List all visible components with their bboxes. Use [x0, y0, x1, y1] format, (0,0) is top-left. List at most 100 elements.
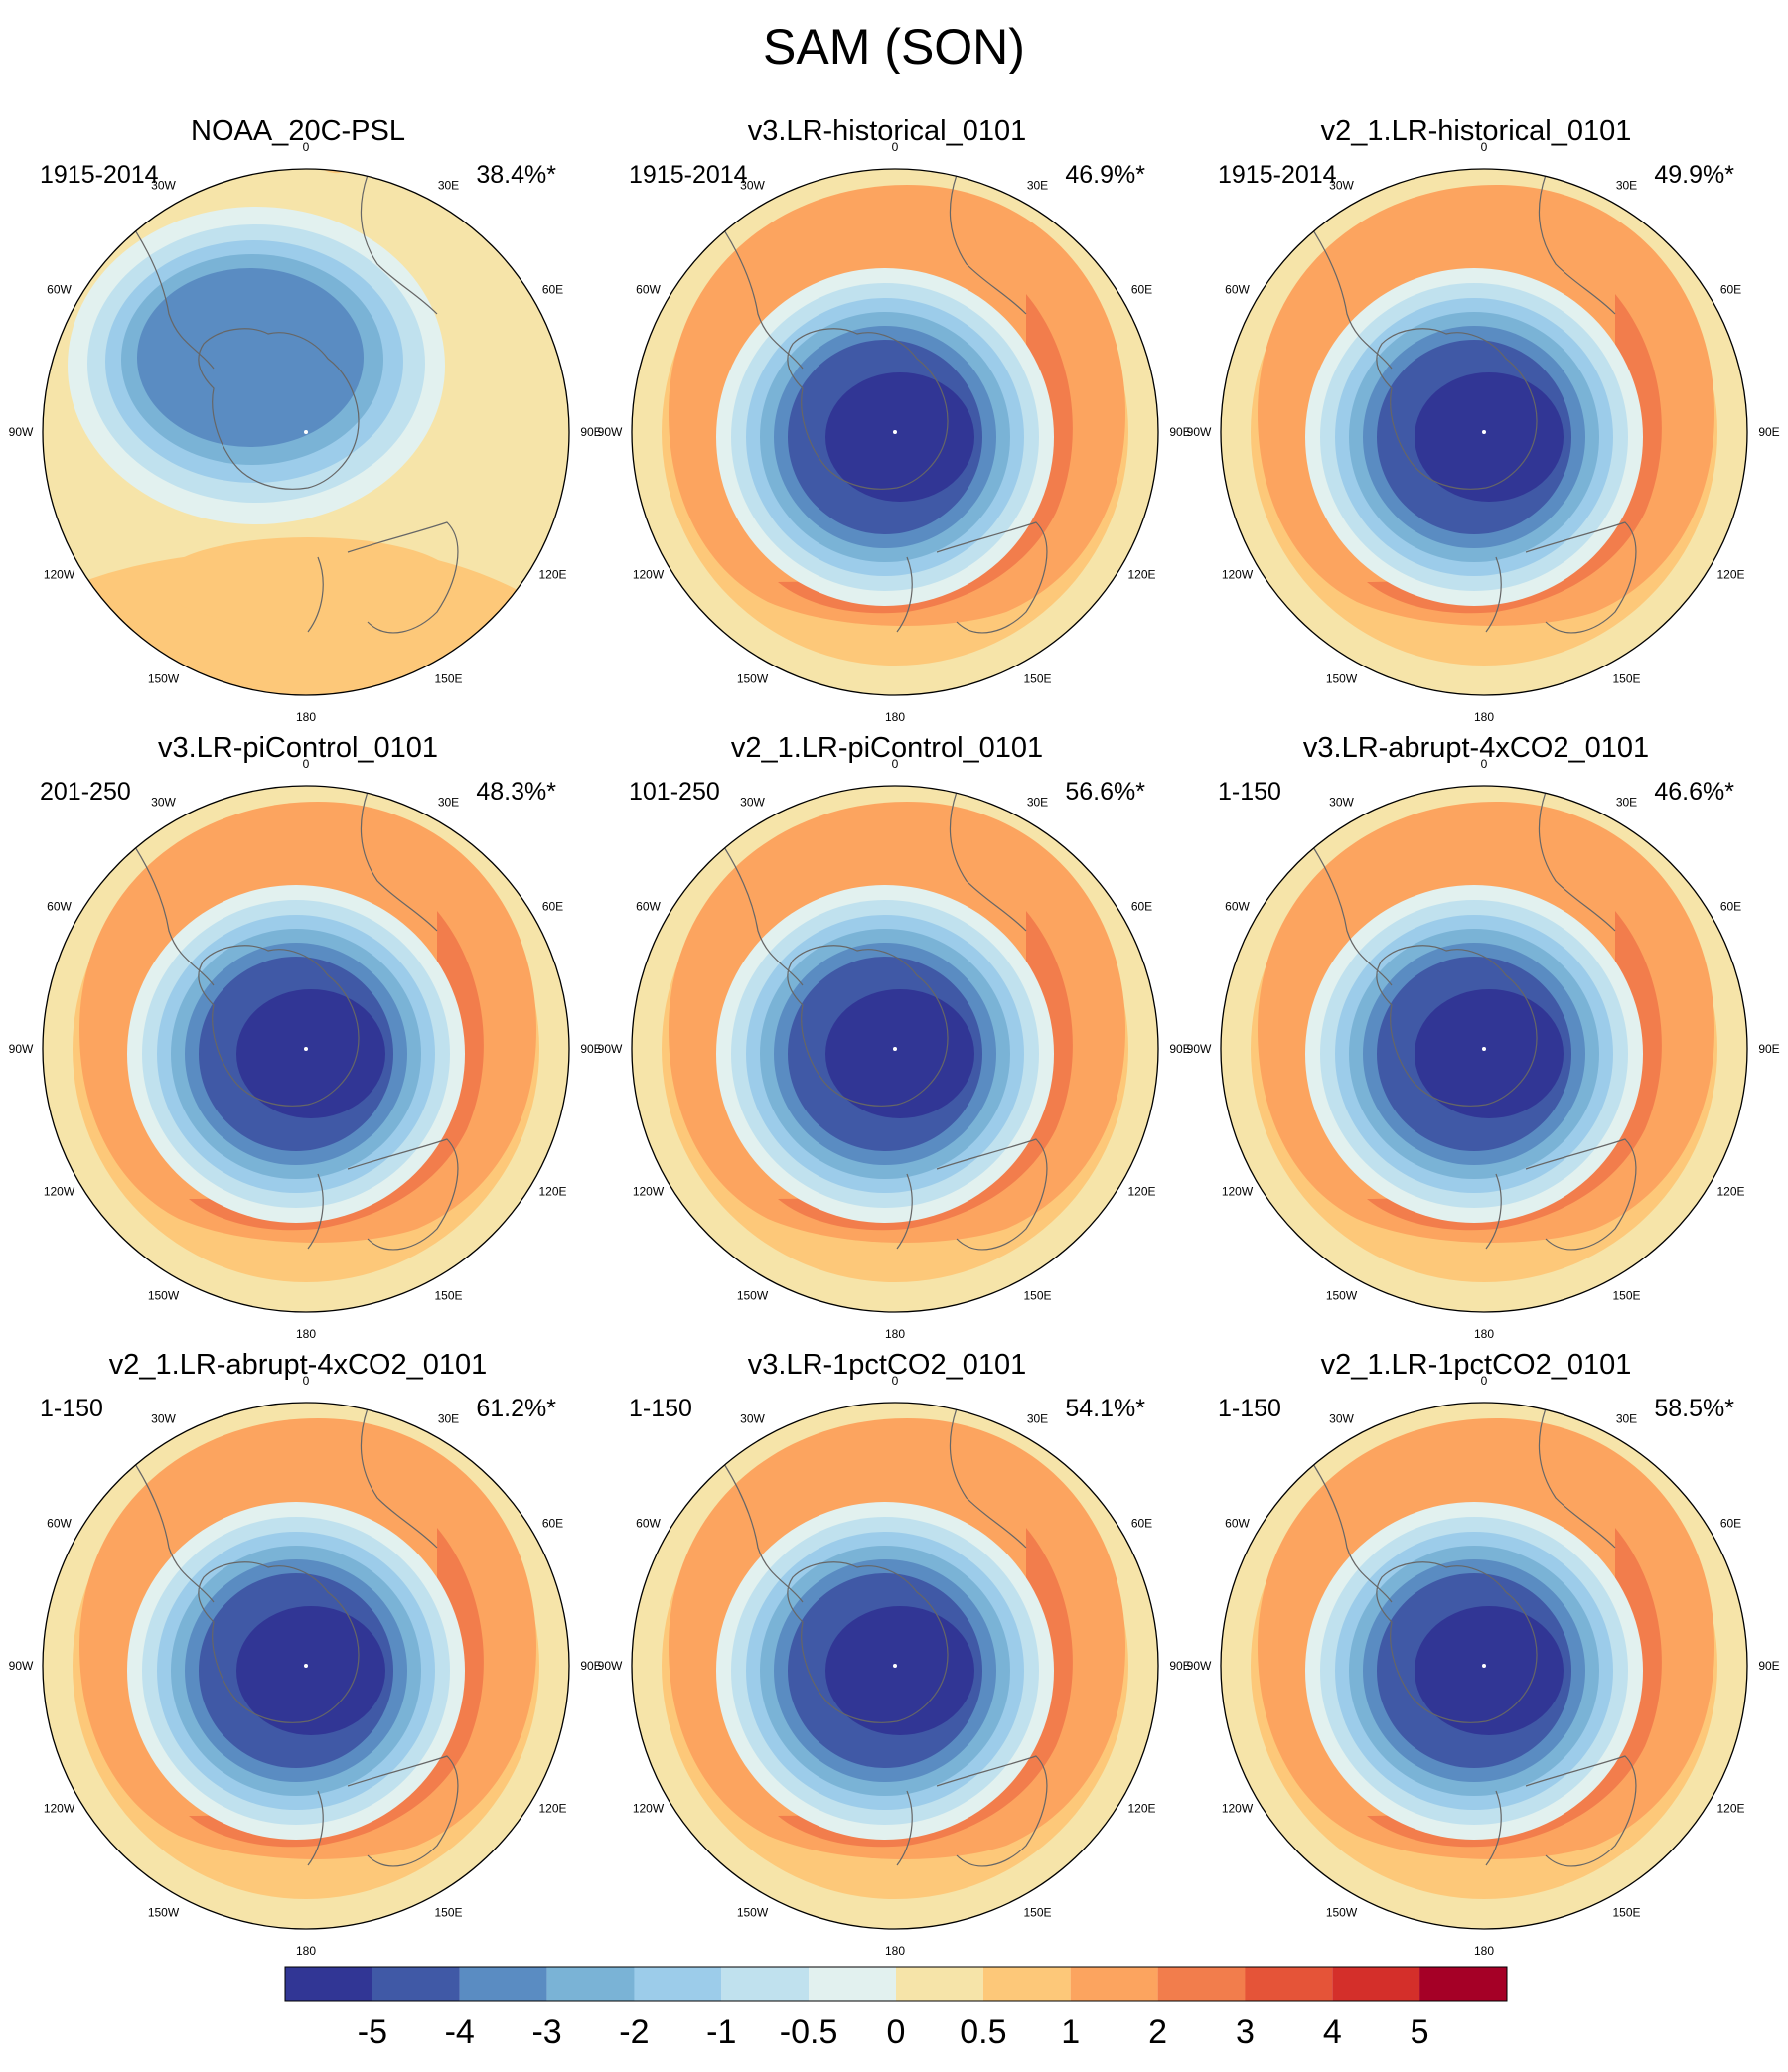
- longitude-label: 150E: [1612, 672, 1640, 686]
- longitude-label: 180: [1474, 710, 1494, 724]
- longitude-label: 0: [303, 757, 310, 771]
- longitude-label: 180: [885, 1944, 905, 1958]
- panel-title: v3.LR-abrupt-4xCO2_0101: [1302, 732, 1650, 764]
- longitude-label: 30E: [1616, 179, 1637, 193]
- map-panel: 0 30E 60E 90E 120E 150E 180 150W 120W 90W 60W 30W v3…: [1187, 732, 1780, 1341]
- colorbar-swatch: [1070, 1967, 1158, 2001]
- longitude-label: 90E: [1169, 425, 1190, 439]
- map-panel: 0 30E 60E 90E 120E 150E 180 150W 120W 90W 60W 30W v2…: [1187, 115, 1780, 724]
- longitude-label: 60E: [1720, 900, 1741, 914]
- longitude-label: 150E: [1023, 1906, 1051, 1920]
- longitude-label: 150W: [737, 672, 769, 686]
- variance-label: 46.6%*: [1654, 778, 1734, 806]
- colorbar-tick-label: 1: [1061, 2013, 1080, 2051]
- period-label: 101-250: [629, 778, 720, 806]
- longitude-label: 30W: [151, 179, 176, 193]
- longitude-label: 120E: [1127, 1185, 1155, 1199]
- longitude-label: 0: [892, 1374, 899, 1388]
- panel-title: v2_1.LR-abrupt-4xCO2_0101: [108, 1349, 488, 1381]
- longitude-label: 0: [892, 140, 899, 154]
- longitude-label: 90W: [1187, 1042, 1212, 1056]
- longitude-label: 180: [1474, 1944, 1494, 1958]
- map-panel: 0 30E 60E 90E 120E 150E 180 150W 120W 90W 60W 30W v2…: [1187, 1349, 1780, 1958]
- longitude-label: 90E: [1758, 425, 1779, 439]
- variance-label: 48.3%*: [476, 778, 556, 806]
- longitude-label: 90E: [1169, 1659, 1190, 1673]
- longitude-label: 180: [885, 710, 905, 724]
- panel-title: v2_1.LR-piControl_0101: [730, 732, 1044, 764]
- colorbar-tick-label: 0.5: [960, 2013, 1006, 2051]
- longitude-label: 90W: [9, 425, 34, 439]
- colorbar-tick-label: 3: [1236, 2013, 1255, 2051]
- period-label: 1-150: [629, 1395, 692, 1422]
- longitude-label: 120W: [44, 1802, 75, 1816]
- longitude-label: 30E: [1616, 1412, 1637, 1426]
- longitude-label: 120W: [44, 1185, 75, 1199]
- polar-map: 0 30E 60E 90E 120E 150E 180 150W 120W 90W 60W 30W: [9, 757, 602, 1341]
- longitude-label: 180: [296, 1327, 316, 1341]
- contour-field: [43, 169, 569, 695]
- longitude-label: 120W: [633, 1185, 665, 1199]
- longitude-label: 120E: [1716, 568, 1744, 582]
- colorbar-swatch: [721, 1967, 810, 2001]
- colorbar-swatch: [1332, 1967, 1420, 2001]
- longitude-label: 90E: [1169, 1042, 1190, 1056]
- panel-title: v3.LR-1pctCO2_0101: [747, 1349, 1027, 1381]
- longitude-label: 120W: [633, 1802, 665, 1816]
- longitude-label: 120E: [538, 1185, 566, 1199]
- colorbar-tick-label: 0: [887, 2013, 906, 2051]
- longitude-label: 0: [303, 140, 310, 154]
- colorbar-tick-label: -1: [706, 2013, 736, 2051]
- variance-label: 46.9%*: [1065, 161, 1145, 189]
- longitude-label: 30W: [740, 1412, 765, 1426]
- longitude-label: 30E: [438, 1412, 459, 1426]
- longitude-label: 120W: [1222, 568, 1254, 582]
- longitude-label: 30E: [438, 796, 459, 810]
- longitude-label: 150E: [434, 672, 462, 686]
- variance-label: 38.4%*: [476, 161, 556, 189]
- longitude-label: 30W: [151, 1412, 176, 1426]
- longitude-label: 60W: [636, 1517, 661, 1531]
- contour-field: [1221, 1403, 1747, 1929]
- longitude-label: 120W: [44, 568, 75, 582]
- longitude-label: 0: [1481, 140, 1488, 154]
- longitude-label: 150E: [1612, 1906, 1640, 1920]
- contour-field: [632, 1403, 1158, 1929]
- colorbar-tick-label: -2: [619, 2013, 649, 2051]
- longitude-label: 30E: [1616, 796, 1637, 810]
- longitude-label: 90W: [598, 1042, 623, 1056]
- longitude-label: 150W: [737, 1289, 769, 1303]
- longitude-label: 180: [296, 710, 316, 724]
- longitude-label: 0: [1481, 757, 1488, 771]
- period-label: 1915-2014: [1218, 161, 1337, 189]
- longitude-label: 90W: [598, 425, 623, 439]
- panel-title: v2_1.LR-historical_0101: [1320, 115, 1632, 147]
- contour-field: [632, 169, 1158, 695]
- longitude-label: 60W: [1225, 900, 1250, 914]
- variance-label: 61.2%*: [476, 1395, 556, 1422]
- longitude-label: 90E: [580, 425, 601, 439]
- longitude-label: 90W: [1187, 425, 1212, 439]
- period-label: 1-150: [1218, 778, 1281, 806]
- variance-label: 49.9%*: [1654, 161, 1734, 189]
- figure-title: SAM (SON): [763, 19, 1025, 74]
- longitude-label: 30W: [740, 796, 765, 810]
- longitude-label: 30W: [151, 796, 176, 810]
- longitude-label: 30E: [438, 179, 459, 193]
- colorbar-tick-label: -3: [531, 2013, 561, 2051]
- colorbar-swatch: [982, 1967, 1071, 2001]
- longitude-label: 90E: [1758, 1042, 1779, 1056]
- longitude-label: 90W: [598, 1659, 623, 1673]
- longitude-label: 30E: [1027, 179, 1048, 193]
- period-label: 1915-2014: [629, 161, 748, 189]
- longitude-label: 60E: [1131, 283, 1152, 297]
- longitude-label: 0: [1481, 1374, 1488, 1388]
- colorbar-swatch: [1419, 1967, 1507, 2001]
- colorbar-swatch: [634, 1967, 722, 2001]
- longitude-label: 150W: [1326, 672, 1358, 686]
- longitude-label: 120E: [538, 568, 566, 582]
- variance-label: 56.6%*: [1065, 778, 1145, 806]
- map-panel: 0 30E 60E 90E 120E 150E 180 150W 120W 90W 60W 30W v3…: [598, 1349, 1191, 1958]
- period-label: 1-150: [40, 1395, 103, 1422]
- longitude-label: 0: [303, 1374, 310, 1388]
